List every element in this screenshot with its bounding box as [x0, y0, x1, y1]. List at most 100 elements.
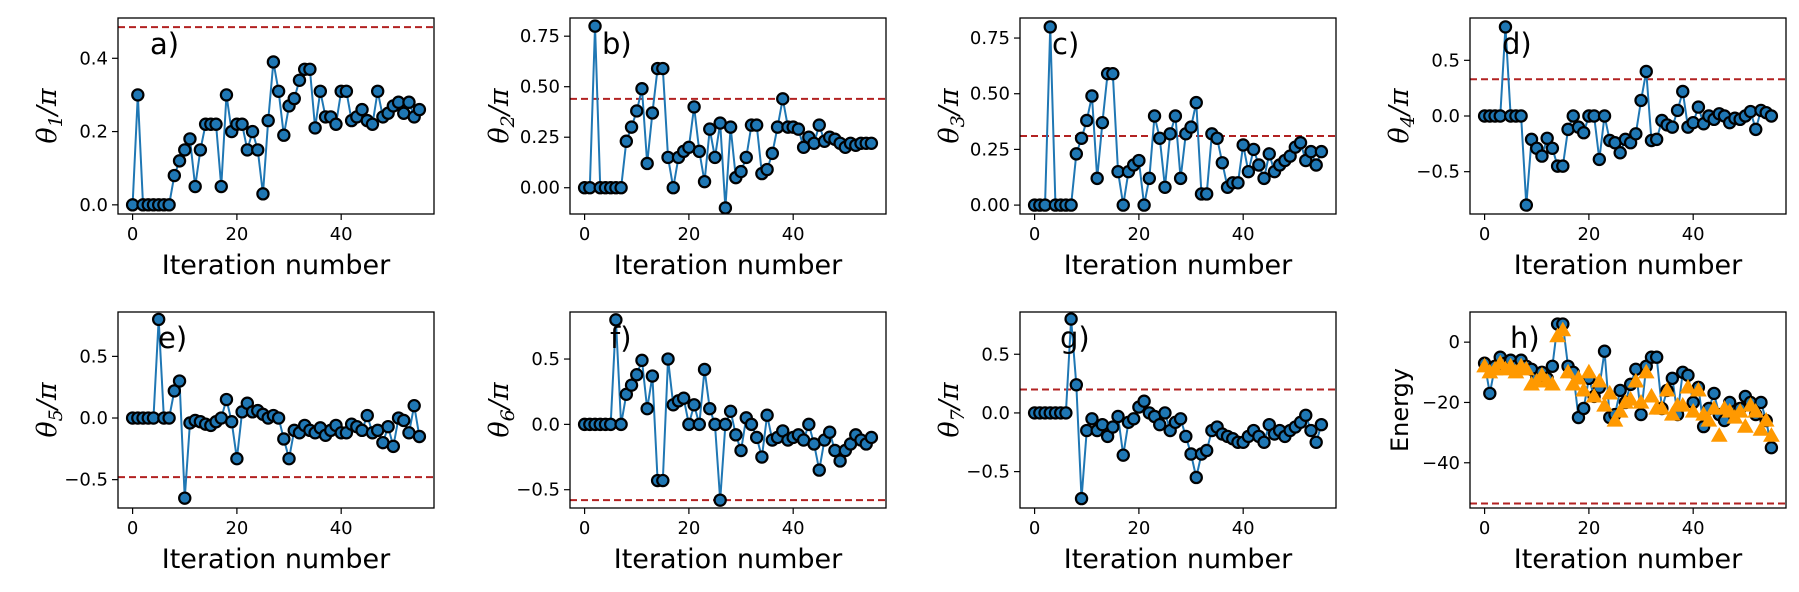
x-axis-label: Iteration number: [614, 250, 843, 281]
data-point: [1293, 136, 1308, 150]
x-tick-label: 40: [330, 224, 353, 245]
data-point: [760, 408, 774, 422]
data-point: [812, 118, 826, 132]
data-point: [822, 425, 837, 439]
data-point: [1080, 113, 1094, 128]
triangle-marker: [1684, 402, 1702, 418]
data-point: [1085, 412, 1099, 426]
data-point: [251, 143, 265, 157]
data-point: [1649, 350, 1664, 364]
subplot-f: 0 20 40 −0.5 0.0 0.5 Iteration number θ6/π f): [484, 311, 887, 575]
data-point: [624, 120, 639, 134]
data-point: [261, 113, 275, 128]
data-point: [131, 88, 145, 102]
axes-frame: [117, 311, 435, 509]
data-point: [1665, 371, 1680, 386]
data-point: [1670, 103, 1685, 118]
data-point: [723, 404, 738, 419]
data-point: [1215, 156, 1230, 170]
data-point: [687, 398, 701, 412]
data-point: [1252, 158, 1266, 172]
data-point: [1173, 171, 1188, 186]
y-tick-label: −40: [1422, 453, 1460, 474]
data-point: [162, 198, 176, 212]
data-point: [692, 144, 707, 159]
data-point: [1184, 120, 1198, 134]
panel-label: b): [602, 27, 632, 61]
data-point: [1168, 109, 1183, 123]
data-point: [256, 187, 270, 201]
x-tick-label: 20: [1127, 224, 1150, 245]
subplot-b: 0 20 40 0.00 0.25 0.50 0.75 Iteration number θ2/…: [484, 17, 887, 281]
data-point: [1483, 386, 1497, 401]
data-point: [1069, 147, 1084, 161]
y-tick-label: −0.5: [966, 462, 1010, 483]
y-axis-label: θ6/π: [484, 381, 519, 437]
data-point: [833, 454, 847, 468]
x-tick-label: 0: [579, 224, 590, 245]
data-point: [1764, 109, 1779, 123]
x-axis-label: Iteration number: [1514, 544, 1743, 575]
y-tick-label: 0.0: [79, 408, 108, 429]
data-point: [1137, 394, 1151, 408]
data-point: [588, 19, 602, 33]
data-point: [1535, 149, 1549, 163]
data-point: [308, 121, 322, 135]
data-point: [749, 430, 764, 445]
y-tick-label: 0.50: [970, 84, 1010, 105]
data-point: [235, 117, 249, 131]
data-point: [193, 143, 208, 157]
y-axis-label: θ4/π: [1384, 87, 1419, 143]
data-point: [729, 428, 743, 442]
triangle-marker: [1580, 363, 1598, 379]
data-point: [1132, 153, 1146, 168]
triangle-marker: [1606, 412, 1624, 427]
y-axis-label: θ3/π: [934, 87, 969, 143]
data-point: [713, 493, 727, 507]
data-point: [167, 384, 182, 398]
axes-frame: [117, 17, 435, 215]
data-point: [776, 92, 790, 106]
triangle-marker: [1611, 402, 1629, 418]
data-point: [1257, 171, 1271, 186]
data-point: [630, 368, 644, 382]
triangle-marker: [1544, 375, 1561, 391]
axes-frame: [1019, 17, 1337, 215]
data-point: [630, 104, 644, 118]
data-point: [1764, 440, 1779, 455]
data-point: [1074, 131, 1089, 145]
data-point: [412, 102, 427, 117]
triangle-marker: [1663, 406, 1681, 421]
data-point: [407, 398, 421, 413]
x-tick-label: 40: [1232, 224, 1255, 245]
x-tick-label: 20: [1577, 224, 1600, 245]
x-tick-label: 0: [127, 518, 138, 539]
triangle-marker: [1679, 378, 1697, 394]
data-point: [1545, 359, 1560, 373]
x-tick-label: 40: [1682, 518, 1705, 539]
data-point: [1676, 84, 1690, 99]
x-tick-label: 0: [579, 518, 590, 539]
axes-frame: [569, 17, 887, 215]
y-tick-label: 0.5: [531, 349, 560, 370]
x-tick-label: 0: [1479, 518, 1490, 539]
data-point: [282, 451, 296, 466]
data-point: [360, 408, 374, 423]
data-point: [739, 150, 753, 165]
y-tick-label: 0.00: [970, 195, 1010, 216]
y-tick-label: 0.5: [79, 346, 108, 367]
data-point: [1262, 147, 1276, 161]
data-point: [1707, 386, 1721, 401]
series-theta_3: [1027, 20, 1329, 212]
data-point: [1189, 95, 1203, 110]
data-point: [1074, 491, 1089, 506]
data-point: [812, 463, 826, 477]
data-point: [245, 124, 260, 139]
triangle-marker: [1554, 321, 1572, 337]
x-tick-label: 40: [330, 518, 353, 539]
data-point: [370, 84, 385, 98]
data-point: [1199, 187, 1214, 201]
panel-label: d): [1502, 27, 1532, 61]
data-point: [355, 102, 369, 117]
panel-label: h): [1510, 321, 1540, 355]
